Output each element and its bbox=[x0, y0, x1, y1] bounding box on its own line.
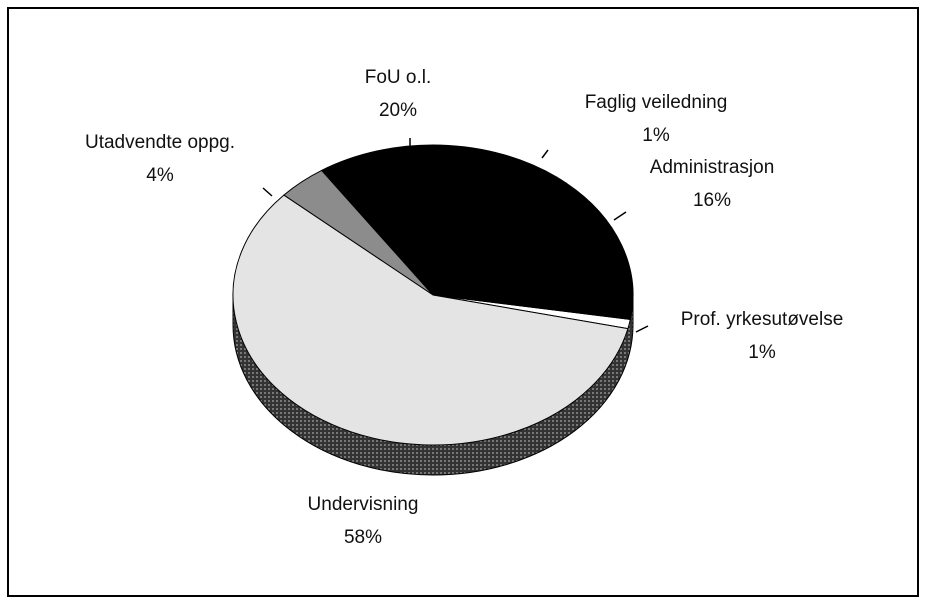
slice-value-label: 4% bbox=[146, 165, 174, 186]
slice-value-label: 58% bbox=[344, 527, 382, 548]
slice-label: Administrasjon bbox=[650, 157, 775, 178]
slice-label: Faglig veiledning bbox=[585, 92, 728, 113]
leader-line bbox=[635, 325, 649, 333]
pie-slice bbox=[232, 194, 629, 446]
pie-slice bbox=[431, 182, 634, 320]
slice-value-label: 16% bbox=[693, 190, 731, 211]
slice-label: Utadvendte oppg. bbox=[85, 132, 235, 153]
leader-line bbox=[613, 211, 627, 221]
leader-line bbox=[262, 187, 273, 197]
slice-value-label: 20% bbox=[379, 100, 417, 121]
slice-label: Undervisning bbox=[308, 494, 419, 515]
slice-value-label: 1% bbox=[748, 342, 776, 363]
leader-line bbox=[541, 149, 549, 159]
slice-value-label: 1% bbox=[642, 125, 670, 146]
pie-slice bbox=[320, 144, 558, 296]
slice-label: Prof. yrkesutøvelse bbox=[681, 309, 844, 330]
slice-label: FoU o.l. bbox=[365, 67, 432, 88]
